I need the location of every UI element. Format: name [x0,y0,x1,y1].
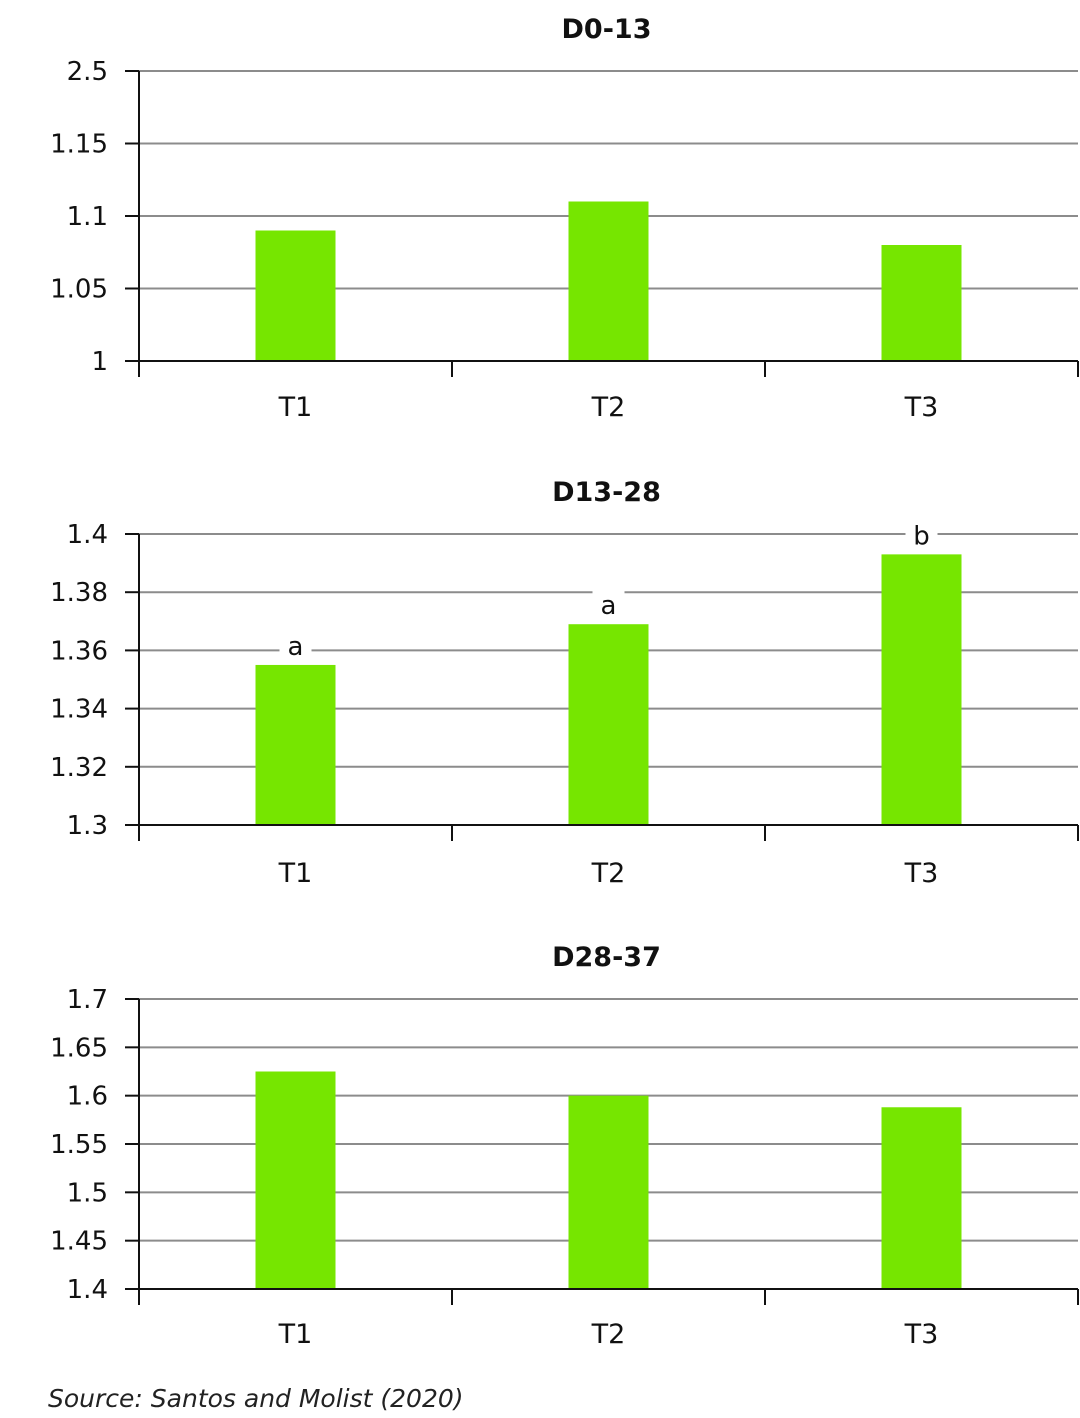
annotation-background [905,520,938,551]
y-tick-label: 1.7 [67,985,108,1015]
chart-title: D13-28 [552,477,661,508]
y-tick-label: 1.15 [50,130,108,160]
bar [568,624,649,825]
bar [255,230,336,361]
x-tick-label: T1 [278,1319,313,1350]
y-tick-label: 1.55 [50,1130,108,1160]
y-tick-label: 1.38 [50,578,108,608]
x-tick-label: T2 [591,1319,626,1350]
y-tick-label: 1.4 [67,520,108,550]
bar [255,1071,336,1289]
x-tick-label: T1 [278,858,313,889]
chart-title: D28-37 [552,942,661,973]
y-tick-label: 1.6 [67,1082,108,1112]
y-tick-label: 1.05 [50,275,108,305]
y-tick-label: 1.36 [50,636,108,666]
y-tick-label: 1.34 [50,695,108,725]
bar-annotation: a [288,632,304,662]
y-tick-label: 1.32 [50,753,108,783]
y-tick-label: 1 [91,347,108,377]
bar [881,1107,962,1289]
bar-annotation: b [913,521,930,551]
x-tick-label: T1 [278,392,313,423]
y-tick-label: 1.45 [50,1227,108,1257]
x-tick-label: T3 [904,1319,939,1350]
chart-panel-1: D0-13 1 1.05 1.1 1.15 2.5 T1 T2 T3 [50,14,1079,423]
x-tick-label: T2 [591,858,626,889]
annotation-background [592,590,625,621]
chart-title: D0-13 [562,14,652,45]
chart-panel-3: D28-37 1.4 1.45 1.5 1.55 1.6 1.65 1.7 T1 T2 T3 [50,942,1079,1350]
bar-annotation: a [601,591,617,621]
bar [568,1095,649,1289]
x-tick-label: T3 [904,392,939,423]
bar [881,554,962,825]
chart-panel-2: D13-28 1.3 1.32 1.34 1.36 1.38 1.4 a T1 a T2 b T3 [50,477,1079,889]
annotation-background [279,630,312,661]
bar [255,664,336,825]
x-tick-label: T3 [904,858,939,889]
y-tick-label: 1.1 [67,202,108,232]
x-tick-label: T2 [591,392,626,423]
y-tick-label: 1.4 [67,1275,108,1305]
y-tick-label: 1.5 [67,1178,108,1208]
y-tick-label: 1.65 [50,1033,108,1063]
source-note: Source: Santos and Molist (2020) [48,1384,464,1413]
y-tick-label: 1.3 [67,811,108,841]
bar [881,245,962,361]
y-tick-label: 2.5 [67,57,108,87]
bar [568,201,649,361]
